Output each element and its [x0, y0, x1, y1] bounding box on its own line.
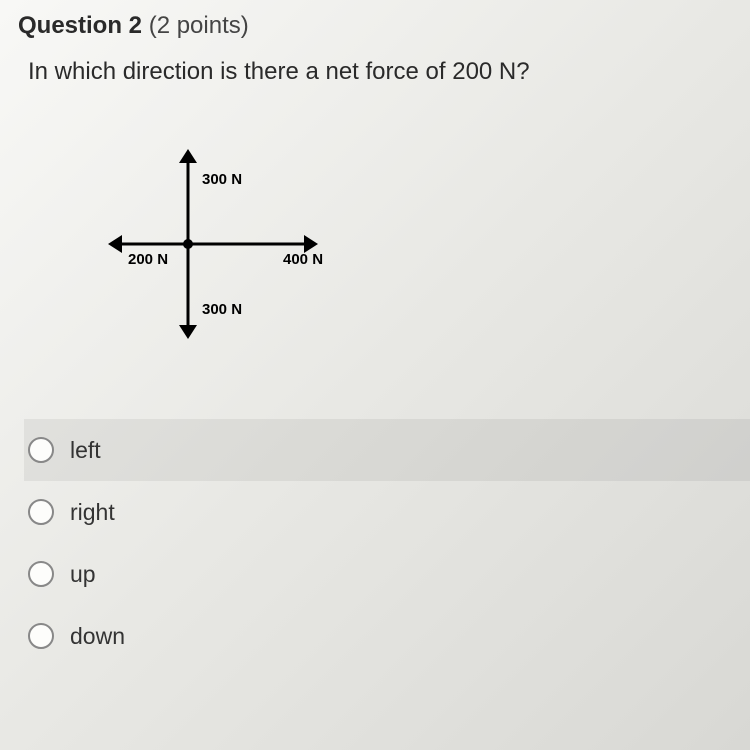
answer-options: left right up down — [24, 419, 750, 667]
question-text: In which direction is there a net force … — [28, 58, 750, 86]
radio-up[interactable] — [28, 561, 54, 587]
option-label: right — [70, 499, 115, 526]
option-down[interactable]: down — [24, 605, 750, 667]
option-right[interactable]: right — [24, 481, 750, 543]
radio-left[interactable] — [28, 437, 54, 463]
svg-text:300 N: 300 N — [202, 171, 242, 188]
force-diagram: 300 N 300 N 200 N 400 N — [58, 114, 750, 379]
question-points: (2 points) — [149, 12, 249, 39]
option-up[interactable]: up — [24, 543, 750, 605]
radio-down[interactable] — [28, 623, 54, 649]
option-left[interactable]: left — [24, 419, 750, 481]
option-label: up — [70, 561, 96, 588]
svg-text:300 N: 300 N — [202, 301, 242, 318]
question-header: Question 2 (2 points) — [18, 12, 750, 40]
option-label: left — [70, 437, 101, 464]
svg-text:200 N: 200 N — [128, 251, 168, 268]
radio-right[interactable] — [28, 499, 54, 525]
question-number: Question 2 — [18, 12, 142, 39]
force-diagram-svg: 300 N 300 N 200 N 400 N — [58, 114, 358, 374]
svg-text:400 N: 400 N — [283, 251, 323, 268]
option-label: down — [70, 623, 125, 650]
